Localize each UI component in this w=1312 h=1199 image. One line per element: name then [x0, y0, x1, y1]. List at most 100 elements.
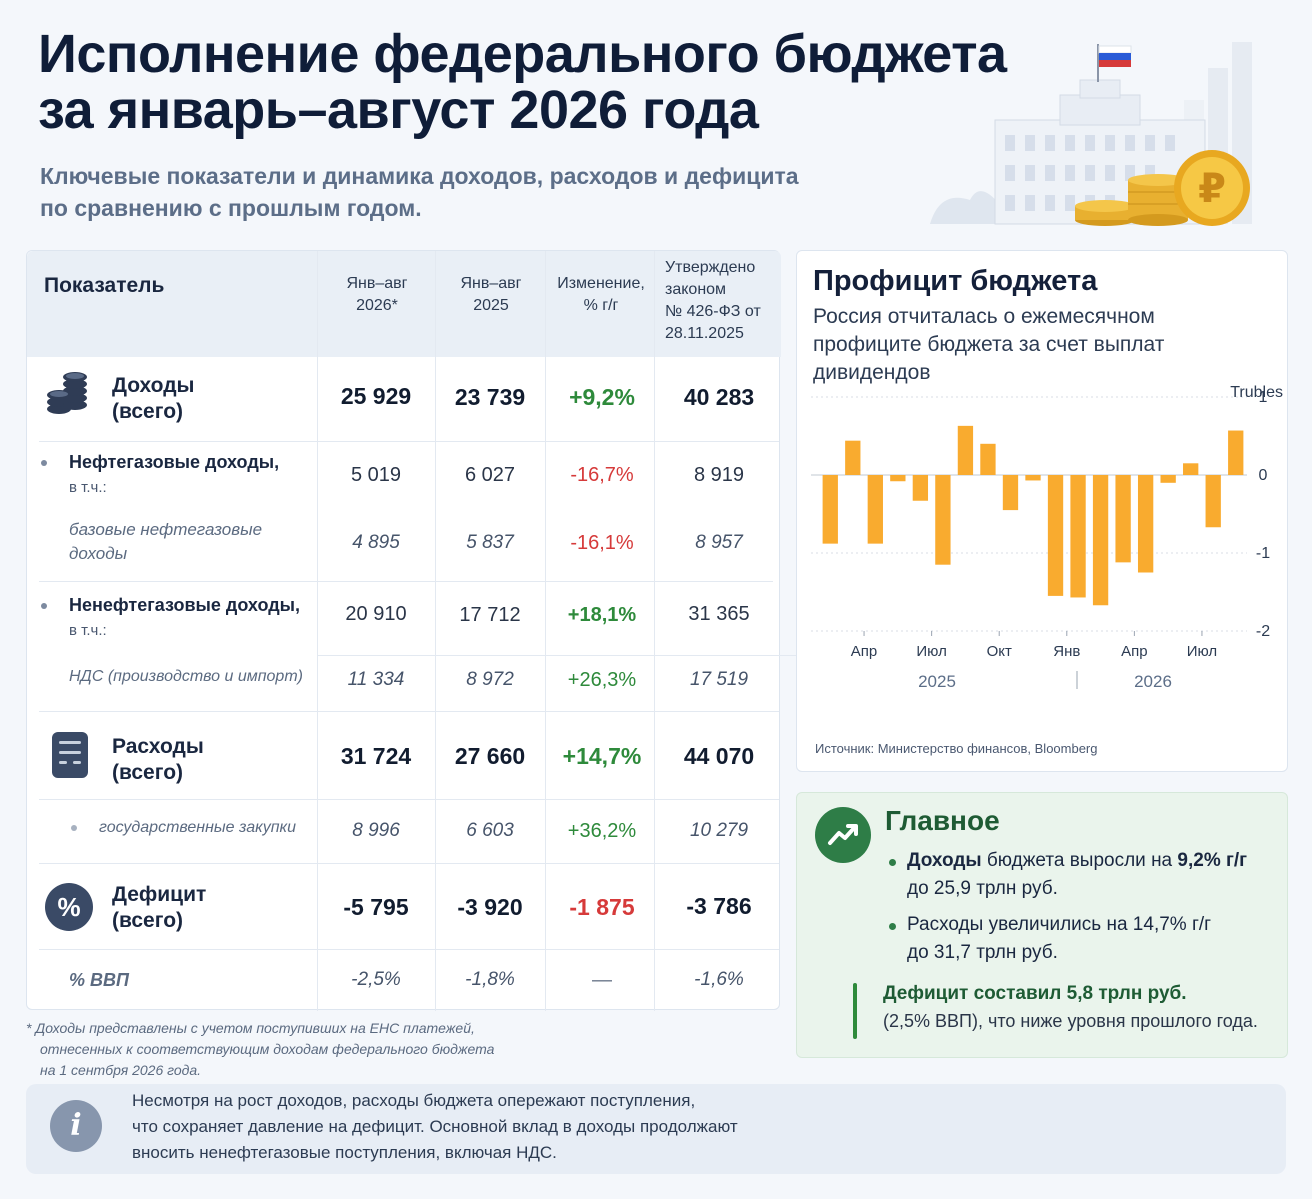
year-label: 2025: [918, 672, 956, 691]
year-label: 2026: [1134, 672, 1172, 691]
info-line1: Несмотря на рост доходов, расходы бюджет…: [132, 1091, 696, 1110]
surplus-chart-card: Профицит бюджета Россия отчиталась о еже…: [796, 250, 1288, 772]
chart-bar: [845, 440, 861, 475]
trend-up-icon: [815, 807, 871, 863]
vat-change: +26,3%: [567, 669, 637, 691]
footnote-line2: отнесенных к соответствующим доходам фед…: [40, 1041, 495, 1057]
nonoil-2025: 17 712: [459, 604, 521, 626]
column-divider: [317, 251, 318, 1011]
x-tick-label: Апр: [851, 643, 877, 660]
row-divider: [39, 581, 773, 582]
base-oilgas-2026: 4 895: [352, 532, 400, 553]
header-2026: Янв–авг 2026*: [327, 273, 427, 317]
surplus-bar-chart: 1 0 -1 -2 Trubles Апр Июл Окт Янв Апр Июл 2025 2026: [811, 384, 1283, 691]
income-label-line2: (всего): [112, 400, 184, 423]
bullet-icon: [889, 859, 896, 866]
info-box: i Несмотря на рост доходов, расходы бюдж…: [26, 1084, 1286, 1174]
base-oilgas-2025: 5 837: [466, 532, 514, 553]
deficit-law: -3 786: [686, 893, 752, 919]
base-oilgas-label-line2: доходы: [69, 544, 128, 563]
table-footnote: * Доходы представлены с учетом поступивш…: [26, 1018, 586, 1081]
oilgas-law: 8 919: [693, 464, 745, 486]
x-tick-label: Янв: [1053, 643, 1080, 660]
header-2026-line2: 2026*: [356, 297, 398, 314]
takeaway-deficit-line1: Дефицит составил 5,8 трлн руб.: [883, 983, 1187, 1004]
takeaway-expenses-line1: Расходы увеличились на 14,7% г/г: [907, 914, 1212, 935]
deficit-change: -1 875: [569, 894, 635, 920]
info-line3: вносить ненефтегазовые поступления, вклю…: [132, 1143, 557, 1162]
header-law: Утверждено законом № 426-ФЗ от 28.11.202…: [665, 257, 777, 345]
header-indicator: Показатель: [44, 274, 165, 297]
expenses-law: 44 070: [683, 743, 755, 769]
chart-source: Источник: Министерство финансов, Bloombe…: [815, 741, 1098, 756]
subtitle-line-1: Ключевые показатели и динамика доходов, …: [40, 163, 799, 189]
chart-bar: [1228, 430, 1244, 475]
chart-bar: [890, 475, 906, 482]
income-2025: 23 739: [454, 384, 526, 410]
row-oilgas-label: Нефтегазовые доходы, в т.ч.:: [69, 449, 279, 501]
gdp-2026: -2,5%: [351, 969, 401, 990]
bullet-icon: [41, 460, 47, 466]
nonoil-change: +18,1%: [567, 604, 637, 626]
takeaway-income-bold: Доходы: [907, 850, 982, 871]
procurement-law: 10 279: [689, 820, 749, 841]
row-deficit-label: Дефицит (всего): [112, 882, 206, 934]
chart-bar: [912, 475, 929, 501]
chart-bar: [1070, 475, 1086, 598]
row-expenses-label: Расходы (всего): [112, 734, 204, 786]
nonoil-law: 31 365: [688, 603, 750, 625]
title-line-1: Исполнение федерального бюджета: [38, 24, 1007, 84]
takeaway-expenses: Расходы увеличились на 14,7% г/г до 31,7…: [907, 911, 1287, 967]
header-change: Изменение, % г/г: [549, 273, 653, 317]
chart-bar: [957, 425, 974, 475]
gdp-2025: -1,8%: [465, 969, 515, 990]
vat-2025: 8 972: [466, 669, 514, 690]
oilgas-2025: 6 027: [464, 464, 516, 486]
info-line2: что сохраняет давление на дефицит. Основ…: [132, 1117, 738, 1136]
takeaway-income: Доходы бюджета выросли на 9,2% г/г до 25…: [907, 847, 1287, 903]
oilgas-label-line1: Нефтегазовые доходы,: [69, 452, 280, 472]
coins-icon: [47, 372, 87, 414]
vat-2026: 11 334: [347, 669, 405, 690]
row-income-label: Доходы (всего): [112, 373, 195, 425]
chart-bar: [935, 475, 951, 565]
column-divider: [545, 251, 546, 1011]
chart-bar: [822, 475, 838, 544]
row-divider: [39, 863, 779, 864]
row-divider: [39, 441, 779, 442]
base-oilgas-change: -16,1%: [570, 532, 634, 554]
chart-subtitle: Россия отчиталась о ежемесячном профицит…: [813, 305, 1165, 384]
header-2025: Янв–авг 2025: [441, 273, 541, 317]
chart-bar: [1092, 475, 1109, 606]
coin-stack-icon: [1075, 174, 1188, 226]
calculator-icon: [52, 732, 88, 778]
nonoil-2026: 20 910: [345, 603, 407, 625]
gdp-change: —: [592, 969, 612, 991]
nonoil-label-line2: в т.ч.:: [69, 622, 107, 639]
vat-law: 17 519: [689, 669, 749, 690]
page-subtitle: Ключевые показатели и динамика доходов, …: [40, 160, 799, 224]
row-procurement-label: государственные закупки: [99, 819, 296, 836]
deficit-2025: -3 920: [457, 894, 523, 920]
row-gdp-label: % ВВП: [69, 970, 129, 990]
y-tick-label: 1: [1259, 389, 1268, 406]
chart-bar: [867, 475, 883, 544]
y-tick-label: 0: [1259, 467, 1268, 484]
header-2026-line1: Янв–авг: [346, 275, 408, 292]
header-change-line1: Изменение,: [557, 275, 645, 292]
footnote-line1: * Доходы представлены с учетом поступивш…: [26, 1020, 475, 1036]
y-axis-label: Trubles: [1230, 384, 1283, 401]
gdp-law: -1,6%: [694, 969, 744, 990]
x-tick-label: Июл: [1187, 643, 1217, 660]
chart-bar: [980, 443, 996, 475]
info-text: Несмотря на рост доходов, расходы бюджет…: [132, 1088, 832, 1166]
government-building-coins-illustration: ₽: [930, 42, 1252, 226]
page-title: Исполнение федерального бюджета за январ…: [38, 26, 1007, 138]
subtitle-line-2: по сравнению с прошлым годом.: [40, 195, 422, 221]
budget-table: Показатель Янв–авг 2026* Янв–авг 2025 Из…: [26, 250, 1057, 1011]
chart-bar: [1205, 475, 1221, 528]
income-label-line1: Доходы: [112, 374, 195, 397]
chart-bar: [1160, 475, 1176, 483]
procurement-change: +36,2%: [567, 820, 637, 842]
chart-bar: [1137, 475, 1154, 573]
